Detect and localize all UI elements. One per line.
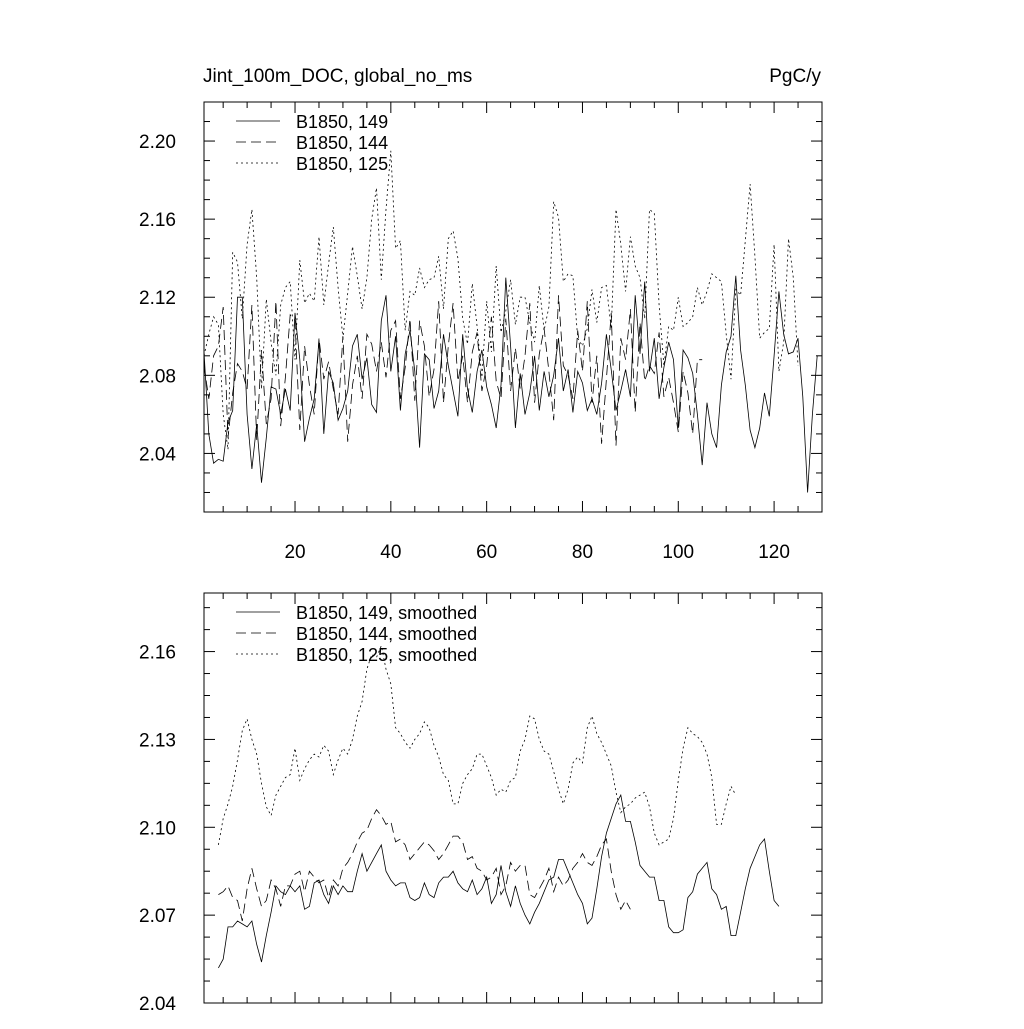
x-tick-label: 20 bbox=[284, 542, 305, 563]
x-tick-label: 80 bbox=[572, 542, 593, 563]
plot-frame bbox=[203, 592, 823, 1004]
legend-label: B1850, 144, smoothed bbox=[296, 624, 477, 644]
y-tick-label: 2.04 bbox=[139, 444, 176, 465]
units-label: PgC/y bbox=[769, 66, 821, 87]
y-tick-label: 2.08 bbox=[139, 366, 176, 387]
legend-label: B1850, 144 bbox=[296, 133, 388, 153]
x-tick-label: 40 bbox=[380, 542, 401, 563]
legend-label: B1850, 125, smoothed bbox=[296, 645, 477, 665]
series-line-2 bbox=[203, 295, 703, 446]
series-line-1 bbox=[203, 275, 818, 493]
legend-label: B1850, 149, smoothed bbox=[296, 603, 477, 623]
series-line-2 bbox=[218, 808, 631, 922]
y-tick-label: 2.16 bbox=[139, 643, 176, 664]
legend-label: B1850, 125 bbox=[296, 154, 388, 174]
plot-frame bbox=[203, 101, 823, 513]
x-tick-label: 120 bbox=[758, 542, 790, 563]
y-tick-label: 2.10 bbox=[139, 818, 176, 839]
y-tick-label: 2.20 bbox=[139, 132, 176, 153]
y-tick-label: 2.04 bbox=[139, 994, 176, 1015]
y-tick-label: 2.16 bbox=[139, 210, 176, 231]
chart-panel-2: 2.04 2.07 2.10 2.13 2.16 B1850, 149, smoothed… bbox=[139, 592, 823, 1015]
chart-title: Jint_100m_DOC, global_no_ms bbox=[203, 66, 472, 87]
legend-label: B1850, 149 bbox=[296, 112, 388, 132]
y-tick-label: 2.12 bbox=[139, 288, 176, 309]
series-line-3 bbox=[203, 150, 799, 450]
chart-panels: 20 40 60 80 100 120 2.04 2.08 2.12 2.16 2.20 B1850,… bbox=[139, 101, 823, 1015]
y-tick-label: 2.13 bbox=[139, 730, 176, 751]
x-tick-label: 60 bbox=[476, 542, 497, 563]
chart-panel-1: 20 40 60 80 100 120 2.04 2.08 2.12 2.16 2.20 B1850,… bbox=[139, 101, 823, 563]
x-tick-label: 100 bbox=[662, 542, 694, 563]
y-tick-label: 2.07 bbox=[139, 906, 176, 927]
